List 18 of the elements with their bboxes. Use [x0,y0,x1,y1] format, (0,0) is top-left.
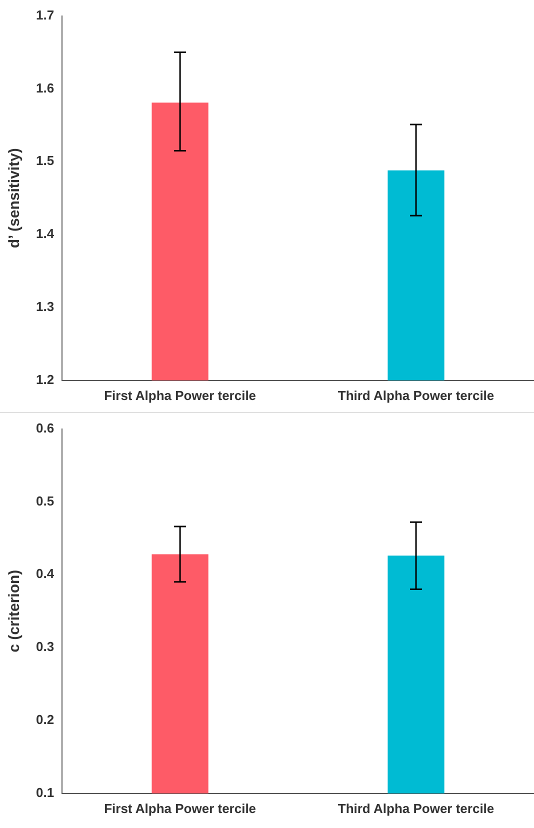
x-tick-label: First Alpha Power tercile [104,800,256,816]
y-tick-label: 0.6 [36,420,54,436]
y-tick-label: 0.5 [36,493,54,508]
y-tick-label: 0.2 [36,712,54,728]
y-tick-label: 0.3 [36,639,54,654]
y-tick-label: 1.7 [36,7,54,22]
y-tick-label: 0.4 [36,566,55,582]
x-tick-label: First Alpha Power tercile [104,388,256,403]
y-tick-label: 1.2 [36,372,54,387]
y-tick-label: 1.4 [36,226,55,242]
y-axis-title: d’ (sensitivity) [6,148,24,248]
y-tick-label: 1.6 [36,80,54,96]
y-tick-label: 1.3 [36,299,54,314]
x-tick-label: Third Alpha Power tercile [338,388,494,403]
x-tick-label: Third Alpha Power tercile [338,800,494,816]
y-tick-label: 1.5 [36,153,54,168]
y-axis-title: c (criterion) [6,570,24,652]
y-tick-label: 0.1 [36,784,54,800]
